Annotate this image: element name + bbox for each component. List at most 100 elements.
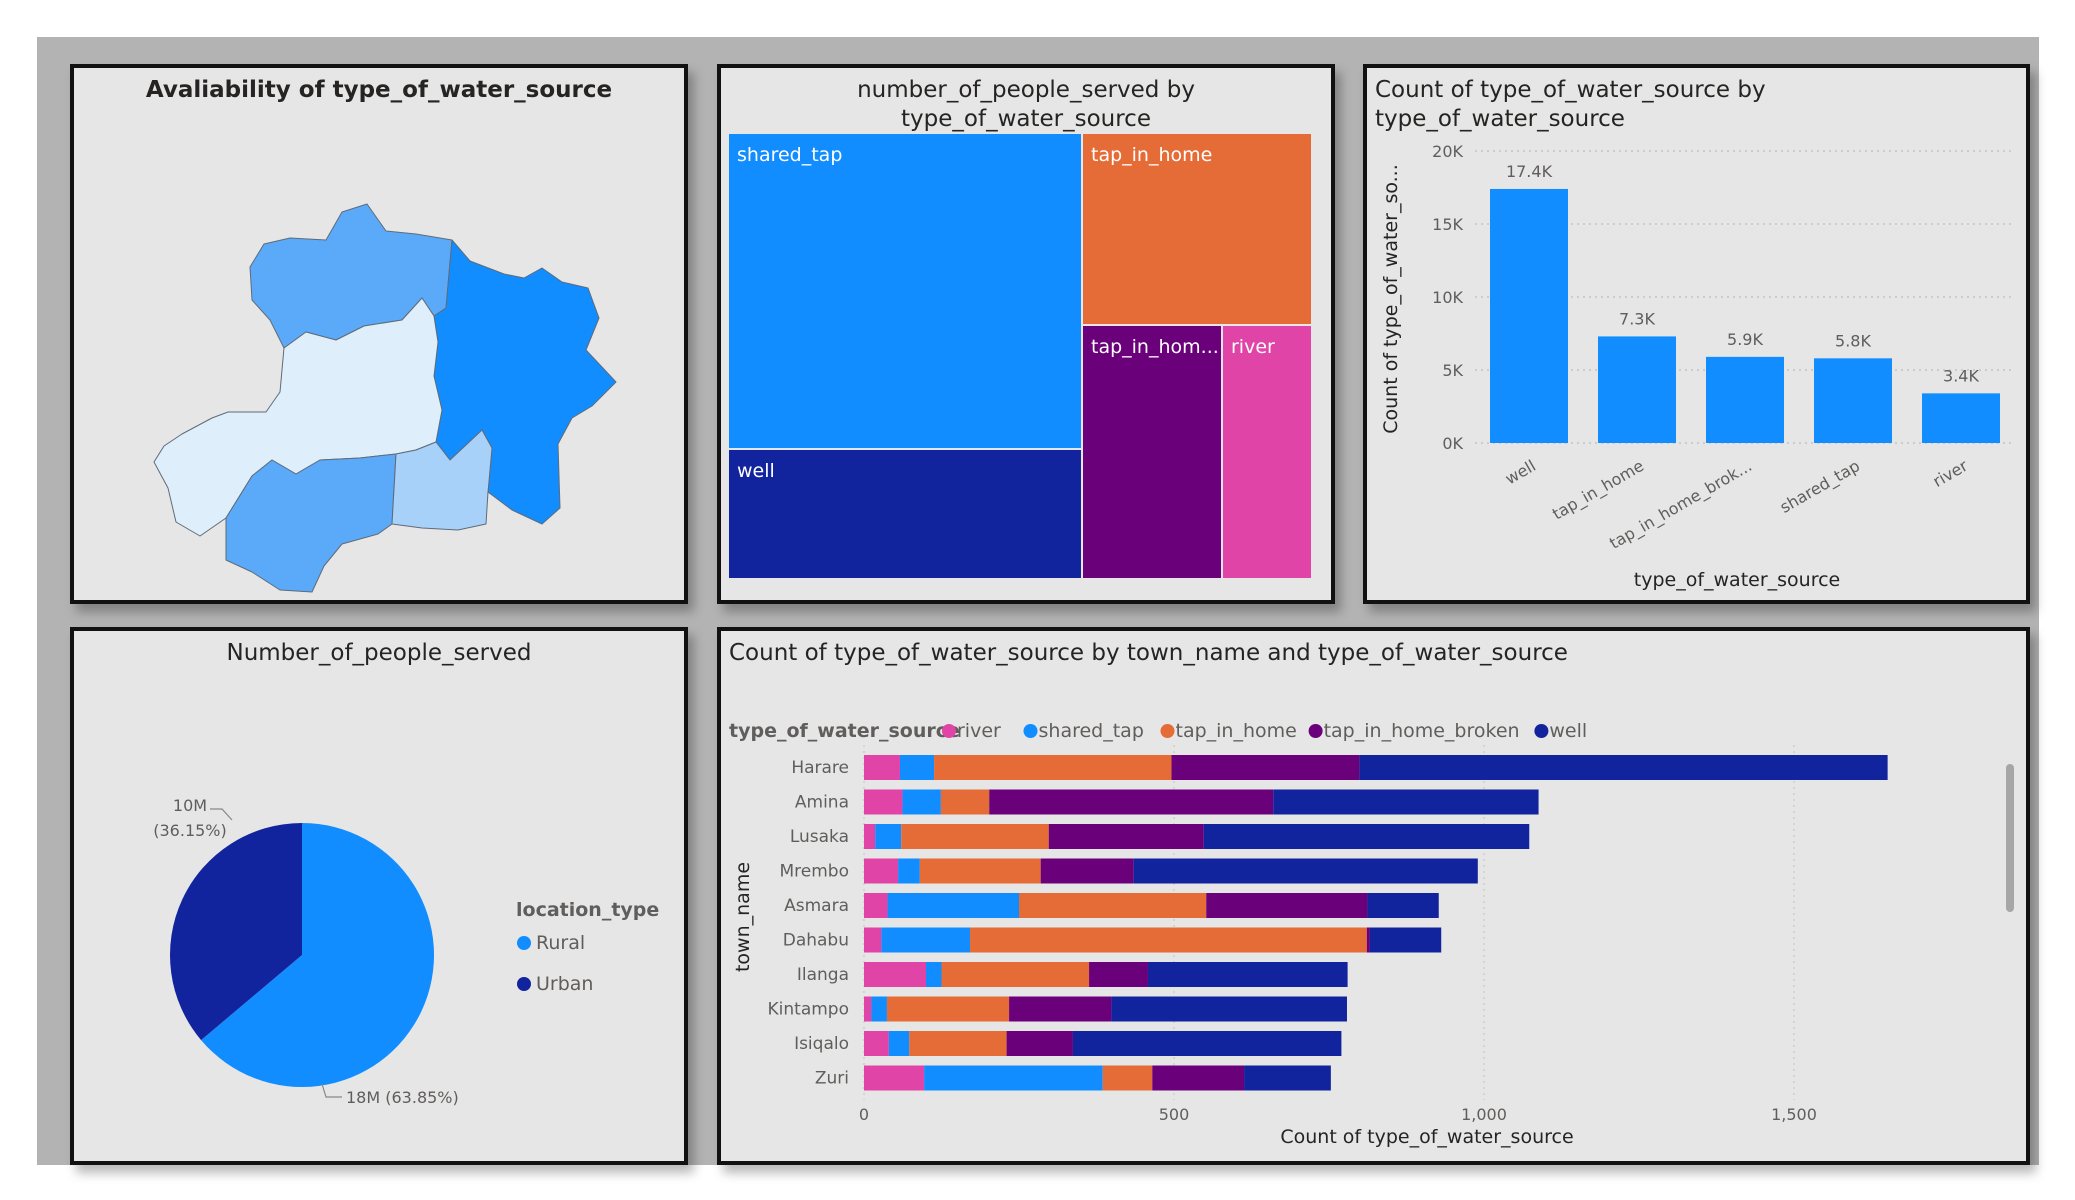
bar-segment-river[interactable] xyxy=(864,824,876,849)
bar-well[interactable] xyxy=(1490,188,1568,443)
bar-tap_in_home_brok...[interactable] xyxy=(1706,356,1784,443)
vertical-scrollbar[interactable] xyxy=(2006,764,2014,912)
region-southeast-small[interactable] xyxy=(391,429,493,531)
bar-segment-tap_in_home[interactable] xyxy=(919,858,1041,884)
bar-segment-river[interactable] xyxy=(864,962,926,987)
x-tick-label: shared_tap xyxy=(1777,456,1864,518)
bar-segment-shared_tap[interactable] xyxy=(926,962,942,987)
bar-segment-well[interactable] xyxy=(1369,927,1442,953)
bar-segment-tap_in_home_broken[interactable] xyxy=(1152,1065,1245,1091)
region-south[interactable] xyxy=(225,453,397,593)
pie-title: Number_of_people_served xyxy=(226,640,532,666)
bar-segment-tap_in_home[interactable] xyxy=(901,824,1049,849)
x-tick-label: tap_in_home xyxy=(1549,456,1647,524)
pie-chart-panel[interactable]: Number_of_people_served 18M (63.85%) 10M (… xyxy=(70,627,688,1165)
treemap-panel[interactable]: number_of_people_served by type_of_water… xyxy=(717,64,1335,604)
stacked-bar-panel[interactable]: Count of type_of_water_source by town_na… xyxy=(717,627,2030,1165)
bar-chart[interactable]: 0K 5K 10K 15K 20K 17.4K well 7.3K tap_in_home 5.9… xyxy=(1367,134,2026,604)
bar-segment-shared_tap[interactable] xyxy=(887,893,1019,918)
legend-dot-tap_in_home xyxy=(1160,724,1175,738)
bar-segment-tap_in_home[interactable] xyxy=(934,755,1172,780)
bar-segment-well[interactable] xyxy=(1244,1065,1331,1091)
rural-leader-line xyxy=(321,1083,342,1098)
y-tick-label: 20K xyxy=(1432,142,1463,161)
legend-label-shared_tap[interactable]: shared_tap xyxy=(1039,720,1144,742)
bar-segment-well[interactable] xyxy=(1147,962,1348,987)
town-label: Dahabu xyxy=(783,931,849,951)
bar-segment-well[interactable] xyxy=(1133,858,1478,884)
town-label: Amina xyxy=(795,793,849,813)
bar-segment-tap_in_home[interactable] xyxy=(1019,893,1207,918)
treemap-tile-well[interactable] xyxy=(729,450,1081,578)
bar-segment-shared_tap[interactable] xyxy=(924,1065,1103,1091)
bar-segment-tap_in_home_broken[interactable] xyxy=(1089,962,1148,987)
bar-segment-tap_in_home_broken[interactable] xyxy=(1048,824,1204,849)
x-tick-label: 0 xyxy=(859,1105,869,1124)
treemap-tile-label: river xyxy=(1231,336,1275,358)
legend-label-river[interactable]: river xyxy=(957,720,1001,742)
bar-segment-river[interactable] xyxy=(864,858,899,884)
bar-segment-tap_in_home_broken[interactable] xyxy=(1206,893,1368,918)
legend-dot-urban xyxy=(517,977,531,991)
bar-segment-river[interactable] xyxy=(864,927,882,953)
bar-segment-shared_tap[interactable] xyxy=(875,824,902,849)
bar-segment-river[interactable] xyxy=(864,1065,925,1091)
rural-data-label: 18M (63.85%) xyxy=(346,1088,459,1107)
pie-legend-title: location_type xyxy=(516,899,659,921)
bar-segment-well[interactable] xyxy=(1111,996,1347,1022)
bar-segment-river[interactable] xyxy=(864,755,900,780)
bar-segment-tap_in_home_broken[interactable] xyxy=(1366,927,1370,953)
treemap-tile-river[interactable] xyxy=(1223,326,1311,578)
bar-segment-shared_tap[interactable] xyxy=(902,789,941,815)
bar-river[interactable] xyxy=(1922,393,2000,443)
bar-segment-well[interactable] xyxy=(1273,789,1539,815)
bar-segment-tap_in_home[interactable] xyxy=(886,996,1010,1022)
bar-segment-river[interactable] xyxy=(864,893,888,918)
bar-segment-tap_in_home[interactable] xyxy=(970,927,1367,953)
legend-label-urban[interactable]: Urban xyxy=(536,973,593,995)
bar-segment-tap_in_home_broken[interactable] xyxy=(989,789,1274,815)
bar-segment-tap_in_home_broken[interactable] xyxy=(1040,858,1134,884)
bar-segment-tap_in_home[interactable] xyxy=(940,789,990,815)
bar-segment-shared_tap[interactable] xyxy=(899,755,935,780)
map-panel[interactable]: Avaliability of type_of_water_source xyxy=(70,64,688,604)
x-tick-label: 1,000 xyxy=(1461,1105,1507,1124)
bar-data-label: 5.9K xyxy=(1727,330,1763,349)
bar-segment-well[interactable] xyxy=(1359,755,1888,780)
bar-shared_tap[interactable] xyxy=(1814,358,1892,443)
legend-dot-rural xyxy=(517,936,531,950)
bar-chart-panel[interactable]: Count of type_of_water_source by type_of… xyxy=(1363,64,2030,604)
bar-segment-river[interactable] xyxy=(864,1031,889,1056)
choropleth-map[interactable] xyxy=(74,88,684,604)
treemap-tile-tap_in_home[interactable] xyxy=(1083,134,1311,324)
treemap-tile-tap_in_home_broken[interactable] xyxy=(1083,326,1221,578)
legend-label-tap_in_home[interactable]: tap_in_home xyxy=(1176,720,1297,742)
bar-segment-tap_in_home[interactable] xyxy=(941,962,1090,987)
legend-label-well[interactable]: well xyxy=(1549,720,1587,742)
bar-segment-well[interactable] xyxy=(1367,893,1439,918)
y-axis-title: Count of type_of_water_so... xyxy=(1380,164,1402,434)
bar-segment-tap_in_home_broken[interactable] xyxy=(1009,996,1112,1022)
bar-segment-well[interactable] xyxy=(1203,824,1530,849)
bar-segment-river[interactable] xyxy=(864,789,903,815)
legend-label-rural[interactable]: Rural xyxy=(536,932,585,954)
bar-segment-tap_in_home_broken[interactable] xyxy=(1171,755,1360,780)
bar-segment-shared_tap[interactable] xyxy=(881,927,971,953)
pie-slice-urban[interactable] xyxy=(170,823,302,1041)
bar-segment-shared_tap[interactable] xyxy=(871,996,887,1022)
bar-segment-river[interactable] xyxy=(864,996,872,1022)
bar-segment-tap_in_home[interactable] xyxy=(1102,1065,1153,1091)
bar-segment-tap_in_home[interactable] xyxy=(909,1031,1007,1056)
bar-tap_in_home[interactable] xyxy=(1598,336,1676,443)
town-label: Kintampo xyxy=(768,1000,849,1020)
bar-segment-well[interactable] xyxy=(1072,1031,1342,1056)
bar-segment-shared_tap[interactable] xyxy=(888,1031,910,1056)
pie-slice-rural[interactable] xyxy=(201,823,434,1087)
treemap-tile-shared_tap[interactable] xyxy=(729,134,1081,448)
bar-segment-tap_in_home_broken[interactable] xyxy=(1006,1031,1073,1056)
pie-chart[interactable]: 18M (63.85%) 10M (36.15%) location_type Rura… xyxy=(74,671,684,1161)
legend-label-tap_in_home_broken[interactable]: tap_in_home_broken xyxy=(1324,720,1520,742)
bar-segment-shared_tap[interactable] xyxy=(898,858,920,884)
